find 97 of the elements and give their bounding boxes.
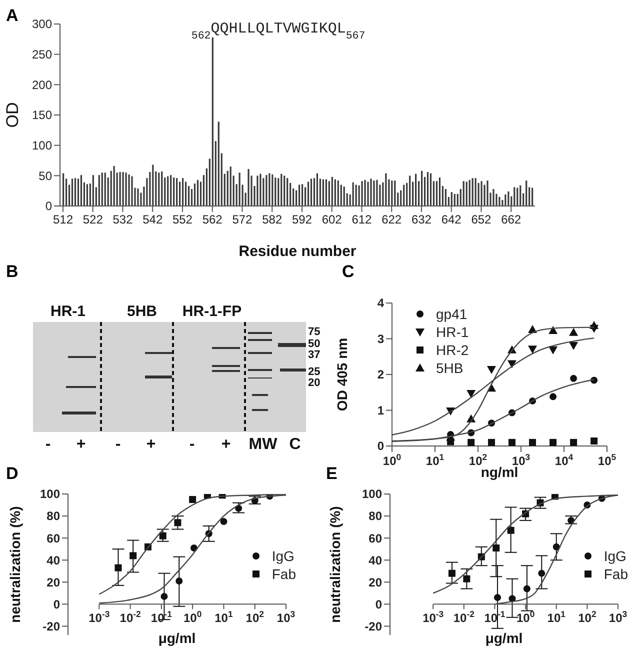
x-tick-label: 10$^{2}$ bbox=[578, 608, 596, 625]
x-tick-label: 542 bbox=[142, 212, 163, 227]
legend-label: IgG bbox=[604, 548, 626, 564]
y-tick-label: 60 bbox=[46, 531, 60, 546]
x-tick-label: 10$^{-3}$ bbox=[88, 608, 110, 625]
x-tick-label: 10$^{3}$ bbox=[608, 608, 628, 625]
legend-label: HR-2 bbox=[436, 342, 469, 358]
y-tick-label: 80 bbox=[368, 509, 382, 524]
y-tick-label: 0 bbox=[45, 199, 52, 214]
y-tick-label: 40 bbox=[46, 553, 60, 568]
x-tick-label: 10$^{-2}$ bbox=[453, 608, 475, 625]
annotation: $_{562}$QQHLLQLTVWGIKQL$_{567}$ bbox=[191, 20, 366, 42]
x-axis-title: μg/ml bbox=[157, 630, 197, 646]
text: - bbox=[45, 436, 51, 454]
x-tick-label: 512 bbox=[52, 212, 74, 227]
y-tick-label: 150 bbox=[32, 108, 52, 122]
y-tick-label: 20 bbox=[46, 575, 60, 590]
text: HR-1-FP bbox=[181, 303, 243, 320]
text: HR-1 bbox=[49, 303, 86, 320]
x-tick-label: 10$^{2}$ bbox=[246, 608, 264, 625]
text: + bbox=[76, 436, 86, 454]
y-tick-label: 4 bbox=[377, 296, 384, 310]
y-tick-label: 0 bbox=[375, 597, 382, 612]
x-tick-label: 602 bbox=[322, 212, 342, 227]
y-tick-label: 2 bbox=[377, 368, 384, 382]
text: 75 bbox=[308, 326, 320, 338]
x-tick-label: 532 bbox=[112, 212, 134, 227]
x-tick-label: 582 bbox=[262, 212, 282, 227]
x-tick-label: 10$^{-3}$ bbox=[422, 608, 444, 625]
y-tick-label: 250 bbox=[32, 48, 52, 62]
y-axis-title: OD bbox=[3, 102, 22, 128]
text: 20 bbox=[308, 377, 320, 390]
y-tick-label: 80 bbox=[46, 509, 60, 524]
y-tick-label: 200 bbox=[32, 78, 52, 92]
x-tick-label: 10$^{1}$ bbox=[214, 608, 233, 625]
y-tick-label: 3 bbox=[377, 332, 384, 346]
legend-label: Fab bbox=[604, 566, 628, 582]
x-tick-label: 10$^{0}$ bbox=[382, 452, 402, 468]
y-axis-title: neutralization (%) bbox=[6, 506, 23, 623]
x-tick-label: 522 bbox=[82, 212, 104, 227]
x-tick-label: 562 bbox=[202, 212, 223, 227]
y-tick-label: 60 bbox=[368, 531, 382, 546]
x-tick-label: 592 bbox=[292, 212, 312, 227]
x-tick-label: 632 bbox=[411, 212, 432, 227]
x-tick-label: 10$^{0}$ bbox=[516, 608, 535, 625]
x-tick-label: 642 bbox=[441, 212, 462, 227]
y-tick-label: 0 bbox=[53, 597, 60, 612]
x-axis-title: μg/ml bbox=[484, 630, 524, 646]
x-tick-label: 10$^{-1}$ bbox=[150, 608, 172, 625]
x-tick-label: 10$^{1}$ bbox=[426, 452, 444, 468]
text: + bbox=[221, 436, 231, 454]
legend-label: gp41 bbox=[436, 306, 468, 322]
text: - bbox=[189, 436, 195, 454]
text: 25 bbox=[308, 366, 320, 378]
chart-title: E bbox=[326, 464, 338, 484]
x-tick-label: 10$^{1}$ bbox=[547, 608, 566, 625]
y-tick-label: 100 bbox=[362, 487, 382, 502]
y-tick-label: 300 bbox=[32, 17, 52, 32]
x-tick-label: 652 bbox=[471, 212, 492, 227]
x-tick-label: 10$^{3}$ bbox=[276, 608, 296, 625]
y-tick-label: 100 bbox=[40, 487, 60, 502]
x-tick-label: 10$^{4}$ bbox=[554, 452, 574, 468]
text: C bbox=[289, 436, 301, 454]
x-tick-label: 572 bbox=[232, 212, 253, 227]
y-axis-title: neutralization (%) bbox=[326, 506, 343, 623]
text: + bbox=[146, 436, 156, 454]
legend-label: IgG bbox=[272, 548, 294, 564]
y-tick-label: 20 bbox=[368, 575, 382, 590]
y-tick-label: 0 bbox=[377, 439, 384, 454]
x-tick-label: 662 bbox=[501, 212, 522, 227]
y-tick-label: 100 bbox=[32, 138, 52, 153]
chart-title: D bbox=[6, 464, 18, 484]
x-tick-label: 10$^{5}$ bbox=[598, 452, 616, 468]
text: 5HB bbox=[126, 303, 158, 320]
legend-label: 5HB bbox=[436, 360, 464, 376]
y-tick-label: 40 bbox=[368, 553, 382, 568]
x-tick-label: 10$^{-1}$ bbox=[484, 608, 506, 625]
y-tick-label: 1 bbox=[377, 403, 384, 418]
legend-label: HR-1 bbox=[436, 324, 469, 340]
y-tick-label: 50 bbox=[38, 168, 52, 183]
y-tick-label: -20 bbox=[364, 619, 382, 634]
legend-label: Fab bbox=[272, 566, 296, 582]
y-tick-label: -20 bbox=[42, 619, 60, 634]
text: - bbox=[115, 436, 121, 454]
chart-title: C bbox=[342, 262, 354, 282]
text: MW bbox=[248, 436, 278, 454]
chart-title: A bbox=[6, 6, 18, 26]
x-tick-label: 612 bbox=[352, 212, 372, 227]
y-axis-title: OD 405 nm bbox=[334, 338, 350, 412]
x-tick-label: 552 bbox=[172, 212, 193, 227]
x-tick-label: 622 bbox=[382, 212, 402, 227]
x-axis-title: Residue number bbox=[238, 243, 356, 260]
x-tick-label: 10$^{-2}$ bbox=[120, 608, 141, 625]
text: B bbox=[6, 262, 18, 282]
x-tick-label: 10$^{0}$ bbox=[183, 608, 202, 625]
text: 37 bbox=[308, 349, 320, 362]
text: 50 bbox=[308, 338, 320, 350]
